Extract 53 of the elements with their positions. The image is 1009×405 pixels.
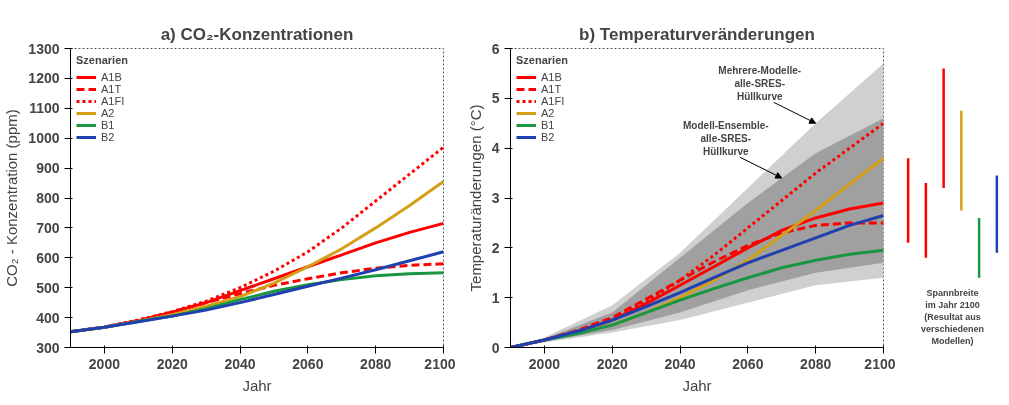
y-tick-label: 900	[36, 160, 60, 177]
y-tick-label: 5	[491, 90, 500, 107]
legend-label: A1B	[541, 71, 562, 83]
legend-label: A1T	[101, 83, 122, 95]
x-tick-label: 2060	[732, 355, 764, 372]
legend-label: A2	[541, 107, 556, 119]
legend-title: Szenarien	[516, 54, 568, 66]
y-tick-label: 600	[36, 249, 60, 266]
y-tick-label: 3	[491, 190, 500, 206]
x-tick-label: 2040	[664, 355, 696, 372]
y-tick-label: 1100	[29, 100, 60, 117]
x-tick-label: 2100	[864, 355, 896, 372]
y-tick-label: 1200	[28, 70, 60, 87]
x-tick-label: 2080	[360, 355, 392, 372]
legend-label: A1FI	[541, 95, 565, 107]
annotation: Spannbreite im Jahr 2100 (Resultat aus verschiedenen Modellen)	[920, 287, 985, 346]
y-axis-title: Temperaturänderungen (°C)	[466, 104, 484, 292]
y-tick-label: 6	[491, 40, 500, 57]
annotation: Mehrere-Modelle- alle-SRES- Hüllkurve	[718, 64, 802, 103]
legend-label: A2	[101, 107, 116, 119]
y-tick-label: 500	[36, 279, 60, 296]
legend-title: Szenarien	[76, 54, 128, 66]
y-tick-label: 2	[491, 239, 500, 256]
legend-label: A1T	[541, 83, 562, 95]
y-tick-label: 1	[491, 289, 500, 306]
y-tick-label: 1300	[28, 40, 60, 57]
y-tick-label: 1000	[28, 130, 60, 147]
annotation: Modell-Ensemble- alle-SRES- Hüllkurve	[683, 119, 769, 158]
legend-label: A1FI	[101, 95, 125, 107]
y-tick-label: 300	[36, 339, 60, 356]
x-tick-label: 2060	[292, 355, 324, 372]
y-tick-label: 400	[36, 309, 60, 326]
chart-title: b) Temperaturveränderungen	[579, 24, 815, 44]
x-tick-label: 2100	[424, 355, 456, 372]
y-tick-label: 4	[491, 140, 500, 157]
legend-label: B1	[101, 119, 116, 131]
x-tick-label: 2020	[156, 355, 189, 372]
legend-label: B1	[541, 119, 556, 131]
chart-title: a) CO₂-Konzentrationen	[160, 24, 354, 44]
y-tick-label: 0	[491, 339, 500, 356]
legend-label: B2	[101, 131, 116, 143]
x-tick-label: 2040	[224, 355, 256, 372]
y-axis-title: CO₂ - Konzentration (ppm)	[3, 109, 21, 287]
legend-label: A1B	[101, 71, 122, 83]
x-axis-title: Jahr	[242, 376, 272, 394]
legend-label: B2	[541, 131, 556, 143]
y-tick-label: 800	[36, 190, 60, 206]
x-tick-label: 2080	[800, 355, 832, 372]
x-tick-label: 2020	[596, 355, 629, 372]
x-tick-label: 2000	[88, 355, 121, 372]
x-tick-label: 2000	[528, 355, 561, 372]
x-axis-title: Jahr	[682, 376, 712, 394]
y-tick-label: 700	[36, 219, 60, 236]
